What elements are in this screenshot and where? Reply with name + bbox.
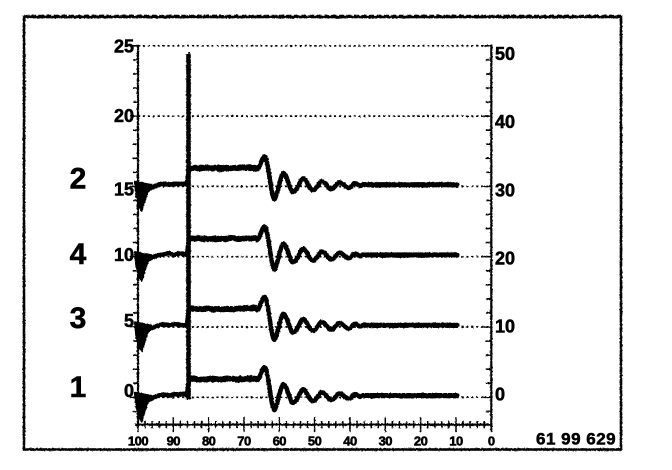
svg-text:80: 80 [202,434,216,449]
svg-text:40: 40 [495,112,515,132]
svg-text:100: 100 [128,434,148,449]
svg-text:4: 4 [70,238,87,271]
svg-text:25: 25 [114,37,134,57]
svg-text:5: 5 [124,311,134,331]
svg-text:0: 0 [495,385,505,405]
svg-text:3: 3 [70,302,87,335]
svg-text:15: 15 [114,180,134,200]
svg-text:40: 40 [343,434,357,449]
svg-text:10: 10 [449,434,463,449]
svg-text:20: 20 [414,434,428,449]
svg-text:10: 10 [495,317,515,337]
svg-text:20: 20 [114,106,134,126]
svg-text:90: 90 [167,434,181,449]
svg-text:20: 20 [495,248,515,268]
svg-text:50: 50 [308,434,322,449]
svg-text:0: 0 [124,381,134,401]
svg-text:70: 70 [237,434,251,449]
svg-text:50: 50 [495,44,515,64]
svg-text:30: 30 [495,180,515,200]
svg-text:60: 60 [273,434,287,449]
svg-text:2: 2 [70,163,87,196]
svg-text:30: 30 [379,434,393,449]
svg-text:0: 0 [488,434,495,449]
svg-text:61 99 629: 61 99 629 [536,430,616,449]
svg-text:1: 1 [70,371,87,404]
svg-text:10: 10 [114,245,134,265]
